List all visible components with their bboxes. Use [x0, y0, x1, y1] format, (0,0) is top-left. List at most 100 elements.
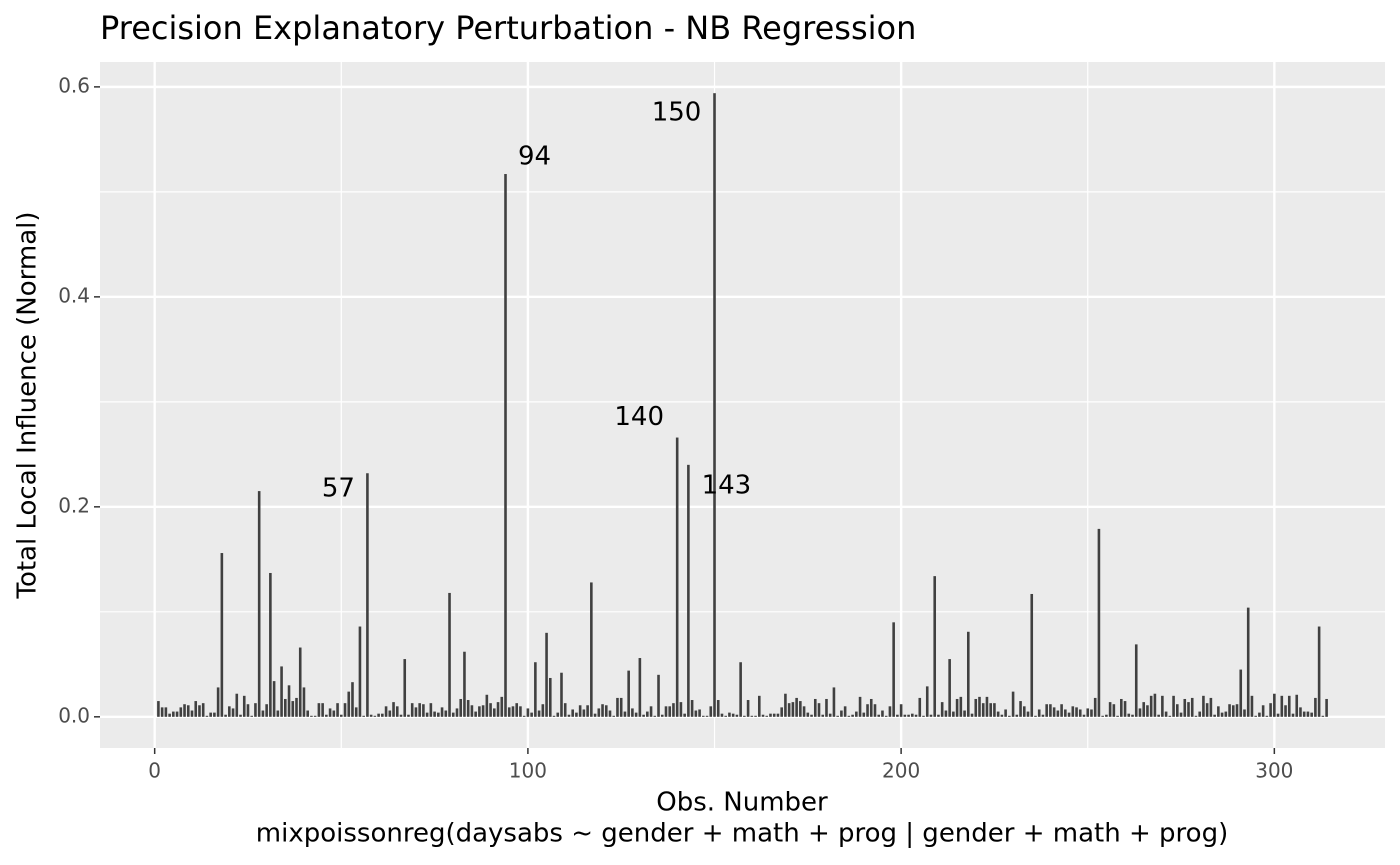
- bar: [179, 707, 183, 717]
- bar: [702, 715, 705, 717]
- bar: [287, 685, 291, 717]
- bar: [940, 702, 944, 717]
- y-tick-label: 0.6: [58, 73, 90, 97]
- bar: [862, 712, 866, 717]
- bar: [470, 705, 474, 717]
- bar: [914, 714, 918, 717]
- bar: [1209, 697, 1213, 717]
- bar: [799, 701, 802, 717]
- bar: [336, 703, 339, 717]
- x-tick-label: 300: [1255, 759, 1293, 783]
- bar: [377, 713, 380, 717]
- bar: [474, 711, 477, 717]
- bar: [1190, 697, 1194, 717]
- bar: [888, 706, 892, 717]
- bar: [1008, 715, 1011, 717]
- bar: [911, 713, 914, 717]
- bar: [731, 713, 735, 717]
- bar: [925, 686, 929, 717]
- bar: [1082, 714, 1086, 717]
- bar: [683, 713, 686, 717]
- bar: [955, 698, 959, 717]
- bar: [537, 710, 541, 717]
- bar: [1164, 711, 1168, 717]
- bar: [172, 711, 175, 717]
- bar: [265, 704, 268, 717]
- bar: [1302, 711, 1306, 717]
- bar: [1071, 706, 1075, 717]
- bar: [1004, 709, 1007, 717]
- bar: [530, 712, 533, 717]
- bar: [1157, 714, 1160, 717]
- bar: [1231, 705, 1235, 717]
- bar: [642, 714, 645, 717]
- bar: [272, 681, 276, 717]
- bar: [1045, 704, 1048, 717]
- bar: [358, 626, 362, 717]
- bar: [634, 712, 638, 717]
- bar: [578, 705, 582, 717]
- bar: [571, 709, 574, 717]
- bar: [519, 706, 522, 717]
- bar: [1015, 714, 1019, 717]
- bar: [332, 710, 336, 717]
- bar: [739, 662, 742, 717]
- bar: [694, 710, 698, 717]
- bar: [757, 695, 761, 717]
- bar: [638, 658, 642, 717]
- bar: [317, 703, 321, 717]
- bar: [903, 714, 907, 717]
- bar: [728, 712, 731, 717]
- bar: [228, 706, 231, 717]
- bar: [369, 714, 373, 717]
- bar: [459, 698, 463, 717]
- bar: [1078, 709, 1082, 717]
- bar: [1116, 715, 1119, 717]
- bar: [1134, 644, 1138, 717]
- bar: [1060, 704, 1063, 717]
- bar: [313, 715, 317, 717]
- bar: [1097, 528, 1101, 717]
- bar: [362, 715, 365, 717]
- bar: [1093, 697, 1097, 717]
- bar: [873, 704, 877, 717]
- bar: [1321, 715, 1325, 717]
- bar: [160, 707, 164, 717]
- bar: [716, 700, 720, 717]
- bar: [1205, 703, 1209, 717]
- bar: [403, 659, 407, 717]
- bar: [556, 712, 560, 717]
- bar: [493, 708, 496, 717]
- bar: [1295, 694, 1299, 717]
- bar: [168, 713, 171, 717]
- bar: [1224, 711, 1228, 717]
- bar: [563, 703, 567, 717]
- bar: [224, 714, 227, 717]
- bar: [825, 698, 828, 717]
- bar: [1265, 715, 1269, 717]
- bar: [1287, 695, 1291, 717]
- bar: [828, 713, 832, 717]
- bar: [668, 706, 672, 717]
- bar: [657, 674, 660, 717]
- bar: [347, 691, 351, 717]
- bar: [1030, 593, 1034, 717]
- bar: [981, 703, 985, 717]
- bar: [284, 698, 287, 717]
- bars: [157, 93, 1328, 717]
- bar: [1217, 706, 1220, 717]
- bar: [1299, 707, 1302, 717]
- chart-title: Precision Explanatory Perturbation - NB …: [100, 9, 916, 47]
- bar: [560, 672, 563, 717]
- bar: [966, 631, 970, 717]
- bar: [328, 708, 332, 717]
- bar: [1138, 708, 1142, 717]
- bar: [948, 659, 951, 717]
- x-tick-label: 100: [509, 759, 547, 783]
- bar: [959, 696, 963, 717]
- bar: [250, 715, 254, 717]
- y-tick-label: 0.2: [58, 493, 90, 517]
- bar: [280, 666, 283, 717]
- bar: [836, 715, 839, 717]
- bar: [410, 703, 414, 717]
